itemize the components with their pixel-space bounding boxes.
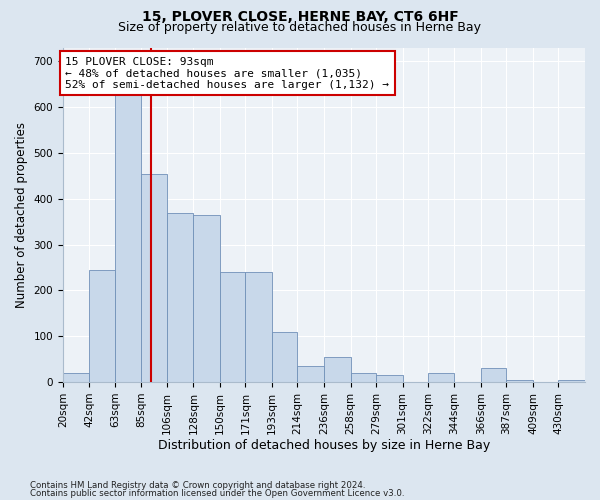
Bar [63, 373, 89, 382]
Text: 15 PLOVER CLOSE: 93sqm
← 48% of detached houses are smaller (1,035)
52% of semi-: 15 PLOVER CLOSE: 93sqm ← 48% of detached… [65, 56, 389, 90]
Y-axis label: Number of detached properties: Number of detached properties [15, 122, 28, 308]
Bar [481, 368, 506, 382]
Bar [559, 380, 585, 382]
Bar [193, 215, 220, 382]
Text: 15, PLOVER CLOSE, HERNE BAY, CT6 6HF: 15, PLOVER CLOSE, HERNE BAY, CT6 6HF [142, 10, 458, 24]
X-axis label: Distribution of detached houses by size in Herne Bay: Distribution of detached houses by size … [158, 440, 490, 452]
Bar [167, 212, 193, 382]
Text: Size of property relative to detached houses in Herne Bay: Size of property relative to detached ho… [119, 21, 482, 34]
Bar [298, 366, 324, 382]
Bar [506, 380, 533, 382]
Bar [428, 373, 454, 382]
Bar [89, 270, 115, 382]
Bar [376, 375, 403, 382]
Text: Contains public sector information licensed under the Open Government Licence v3: Contains public sector information licen… [30, 490, 404, 498]
Bar [245, 272, 272, 382]
Bar [142, 174, 167, 382]
Bar [115, 80, 142, 382]
Bar [324, 357, 350, 382]
Bar [350, 373, 376, 382]
Text: Contains HM Land Registry data © Crown copyright and database right 2024.: Contains HM Land Registry data © Crown c… [30, 481, 365, 490]
Bar [272, 332, 298, 382]
Bar [220, 272, 245, 382]
